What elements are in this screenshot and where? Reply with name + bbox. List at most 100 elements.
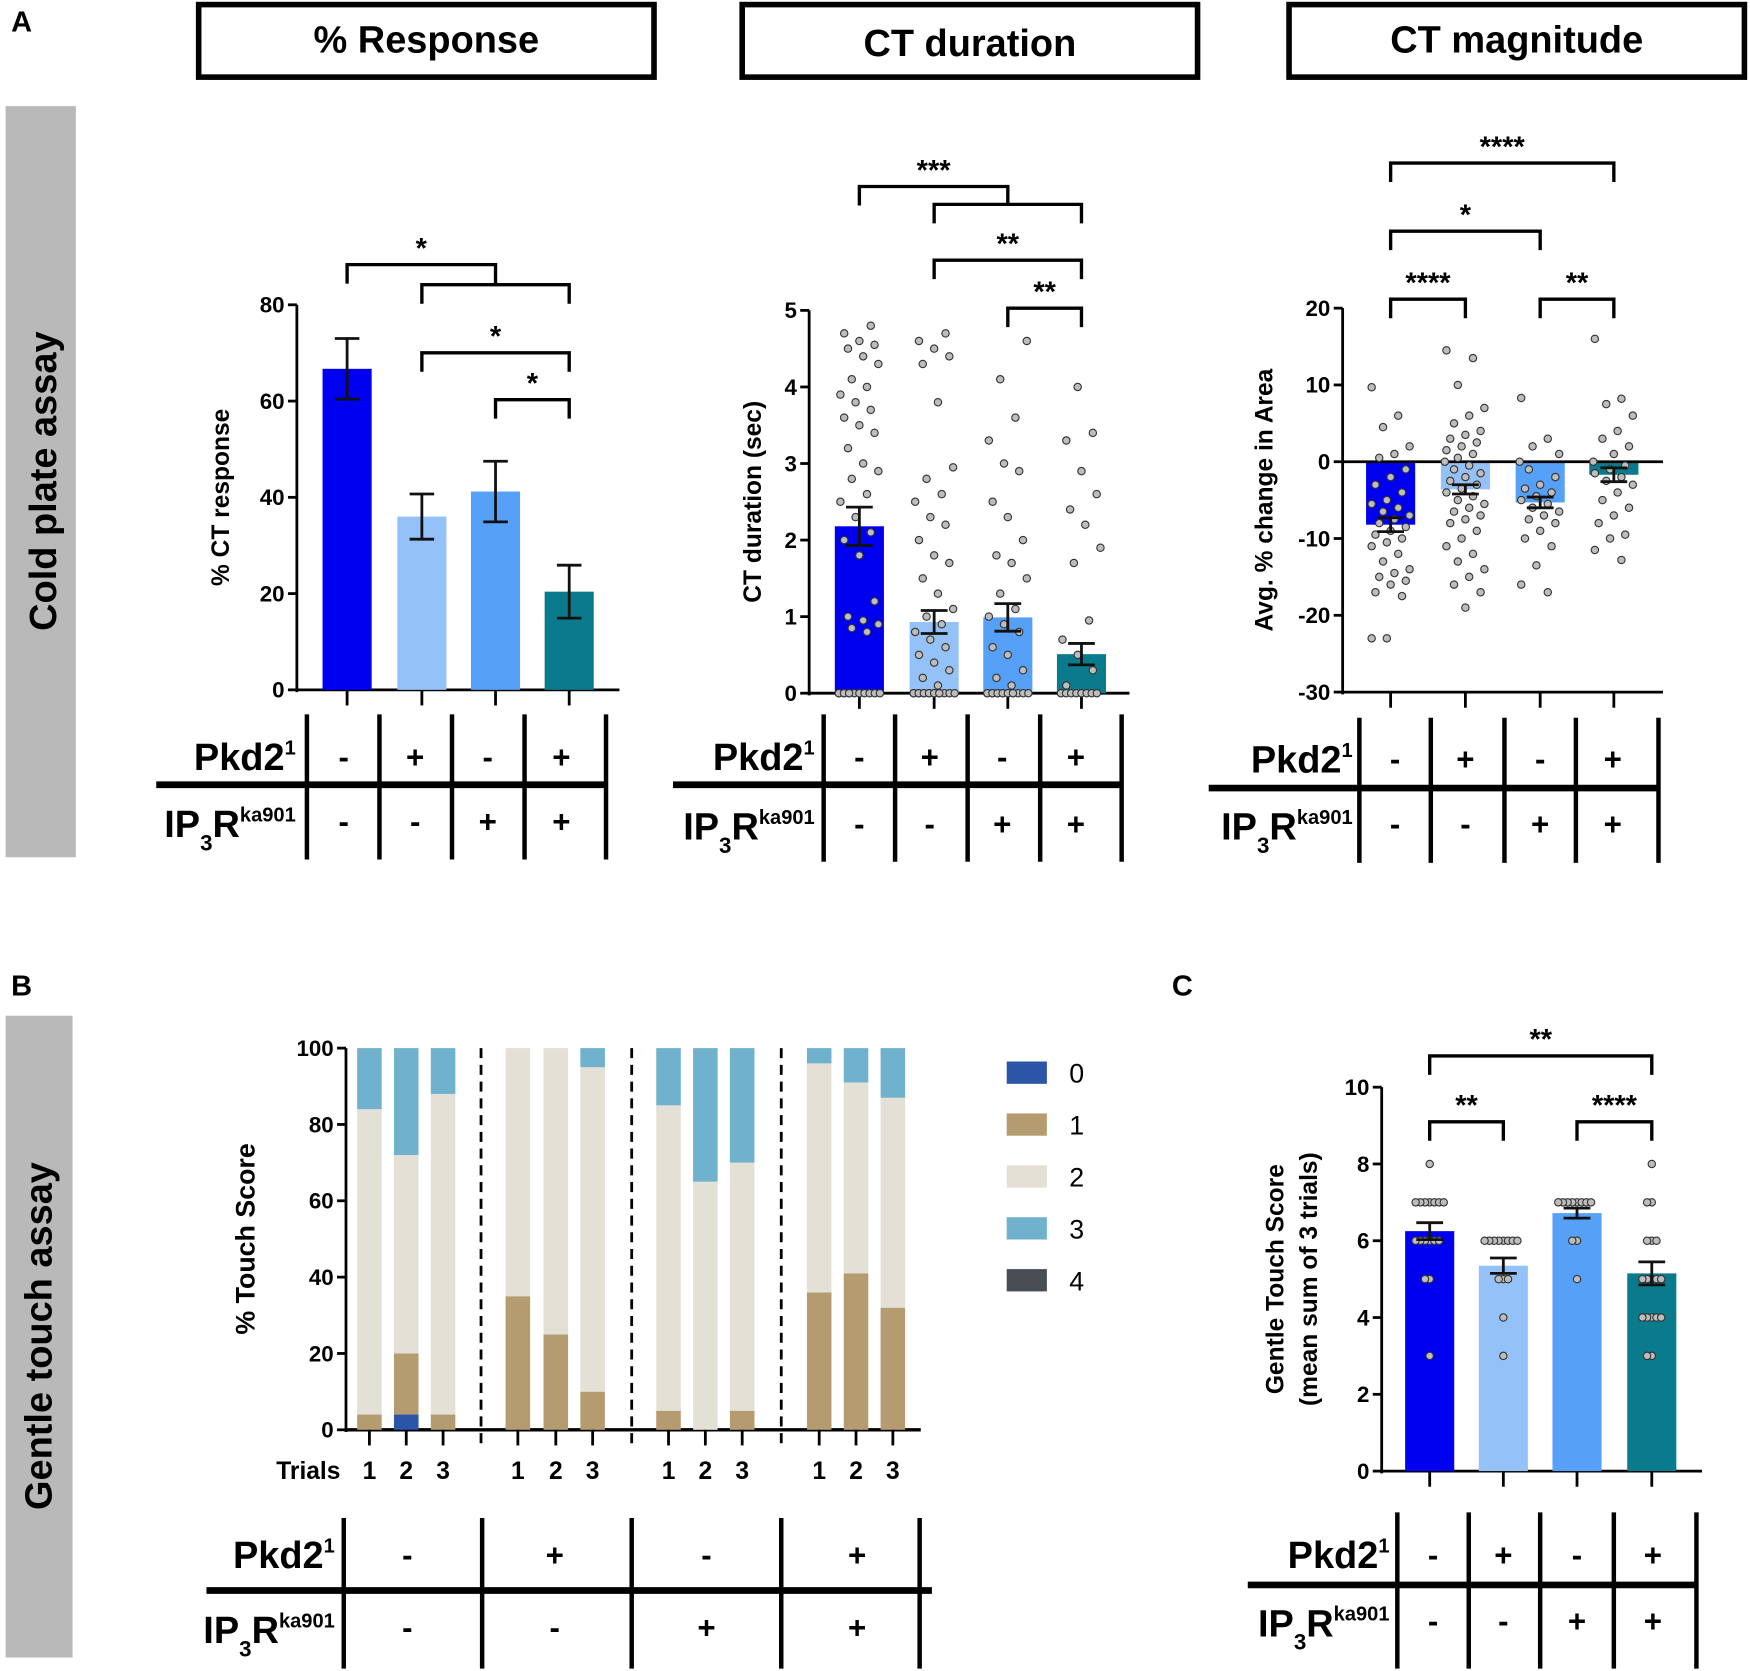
data-point xyxy=(1499,1313,1508,1322)
trial-label: 1 xyxy=(511,1458,525,1485)
y-tick-label: 0 xyxy=(272,678,284,703)
ip3r-label-part: IP xyxy=(683,806,719,848)
data-point xyxy=(1590,334,1600,344)
significance-bracket xyxy=(1428,1054,1654,1075)
legend-label: 3 xyxy=(1069,1214,1084,1244)
data-point xyxy=(1390,449,1399,459)
data-point xyxy=(1367,499,1376,509)
data-point xyxy=(1405,511,1414,520)
data-point xyxy=(922,474,931,484)
data-point xyxy=(1069,558,1079,568)
data-point xyxy=(1543,434,1553,443)
data-point xyxy=(1539,511,1549,520)
pkd2-cell: - xyxy=(339,740,349,775)
data-point xyxy=(922,612,931,621)
data-point xyxy=(988,643,997,652)
data-point xyxy=(1494,1274,1503,1284)
data-point xyxy=(948,604,958,614)
data-point xyxy=(1605,534,1615,543)
significance-label: * xyxy=(490,321,502,353)
stacked-segment-score-2 xyxy=(580,1067,605,1392)
stacked-segment-score-2 xyxy=(357,1109,382,1415)
data-point xyxy=(1375,518,1384,528)
y-tick-label: 2 xyxy=(784,528,796,553)
y-axis-label: Avg. % change in Area xyxy=(1251,368,1278,631)
trial-label: 3 xyxy=(886,1458,900,1485)
data-point xyxy=(858,459,868,468)
data-point xyxy=(839,535,849,545)
data-point xyxy=(1401,465,1411,474)
trial-label: 2 xyxy=(849,1458,863,1485)
ip3r-cell: - xyxy=(1460,807,1470,842)
stacked-segment-score-1 xyxy=(729,1410,755,1430)
data-point xyxy=(926,512,935,522)
significance-bracket xyxy=(857,184,1010,206)
y-tick-label: 10 xyxy=(1345,1075,1370,1100)
data-point xyxy=(937,489,946,499)
data-point xyxy=(1594,518,1603,528)
data-point xyxy=(1476,426,1485,436)
stacked-segment-score-2 xyxy=(505,1048,531,1297)
data-point xyxy=(1638,1274,1647,1284)
data-point xyxy=(1464,503,1474,513)
data-point xyxy=(1554,1198,1563,1207)
pkd2-cell: + xyxy=(848,1538,866,1573)
y-tick-label: 8 xyxy=(1357,1152,1369,1177)
ip3r-label-part: ka901 xyxy=(1334,1604,1390,1626)
stacked-segment-score-3 xyxy=(580,1048,605,1068)
y-tick-label: 20 xyxy=(309,1341,334,1366)
panel-letter-c: C xyxy=(1172,971,1193,1003)
data-point xyxy=(866,321,876,330)
y-tick-label: 0 xyxy=(784,681,796,706)
ip3r-cell: - xyxy=(1428,1604,1438,1639)
data-point xyxy=(1617,472,1626,482)
data-point xyxy=(1445,434,1455,443)
header-response-label: % Response xyxy=(314,20,540,62)
ip3r-cell: - xyxy=(1390,807,1400,842)
stacked-segment-score-2 xyxy=(880,1097,906,1308)
pkd2-label-name: Pkd2 xyxy=(194,737,285,779)
chart-0: 0 20 40 60 80 % CT response * * * Pkd21 IP3Rka901 -… xyxy=(156,233,620,860)
data-point xyxy=(870,340,879,350)
pkd2-cell: - xyxy=(701,1538,711,1573)
header-ct-duration: CT duration xyxy=(739,1,1201,80)
y-tick-label: 40 xyxy=(309,1265,334,1290)
data-point xyxy=(1378,422,1388,432)
ip3r-label: IP3Rka901 xyxy=(164,804,296,855)
data-point xyxy=(1024,688,1033,698)
significance-bracket xyxy=(1388,229,1542,251)
data-point xyxy=(1464,461,1474,470)
ip3r-label-part: R xyxy=(1269,806,1296,848)
data-point xyxy=(1528,442,1537,451)
data-point xyxy=(1371,480,1380,490)
y-tick-label: 4 xyxy=(784,375,797,400)
data-point xyxy=(1543,588,1553,597)
data-point xyxy=(858,616,868,625)
pkd2-cell: + xyxy=(1644,1538,1662,1573)
significance-label: ** xyxy=(1033,276,1056,308)
data-point xyxy=(1018,665,1028,675)
y-tick-label: 20 xyxy=(260,581,285,606)
data-point xyxy=(1401,522,1411,532)
data-point xyxy=(1003,512,1013,522)
data-point xyxy=(929,344,939,353)
data-point xyxy=(1088,428,1098,438)
y-tick-label: 0 xyxy=(1318,450,1330,475)
significance-bracket xyxy=(1388,297,1468,319)
data-point xyxy=(945,352,954,361)
data-point xyxy=(1058,635,1067,644)
pkd2-label-sup: 1 xyxy=(285,738,296,760)
ip3r-label-part: 3 xyxy=(719,833,731,858)
significance-bracket xyxy=(1428,1120,1506,1141)
data-point xyxy=(1535,526,1545,536)
ip3r-cell: - xyxy=(549,1611,559,1646)
y-tick-label: -10 xyxy=(1298,526,1330,551)
data-point xyxy=(1449,465,1459,474)
data-point xyxy=(1442,488,1451,497)
data-point xyxy=(1464,572,1474,582)
pkd2-label-sup: 1 xyxy=(324,1536,335,1558)
ip3r-cell: - xyxy=(410,805,420,840)
data-point xyxy=(1524,515,1534,524)
data-point xyxy=(870,428,879,438)
